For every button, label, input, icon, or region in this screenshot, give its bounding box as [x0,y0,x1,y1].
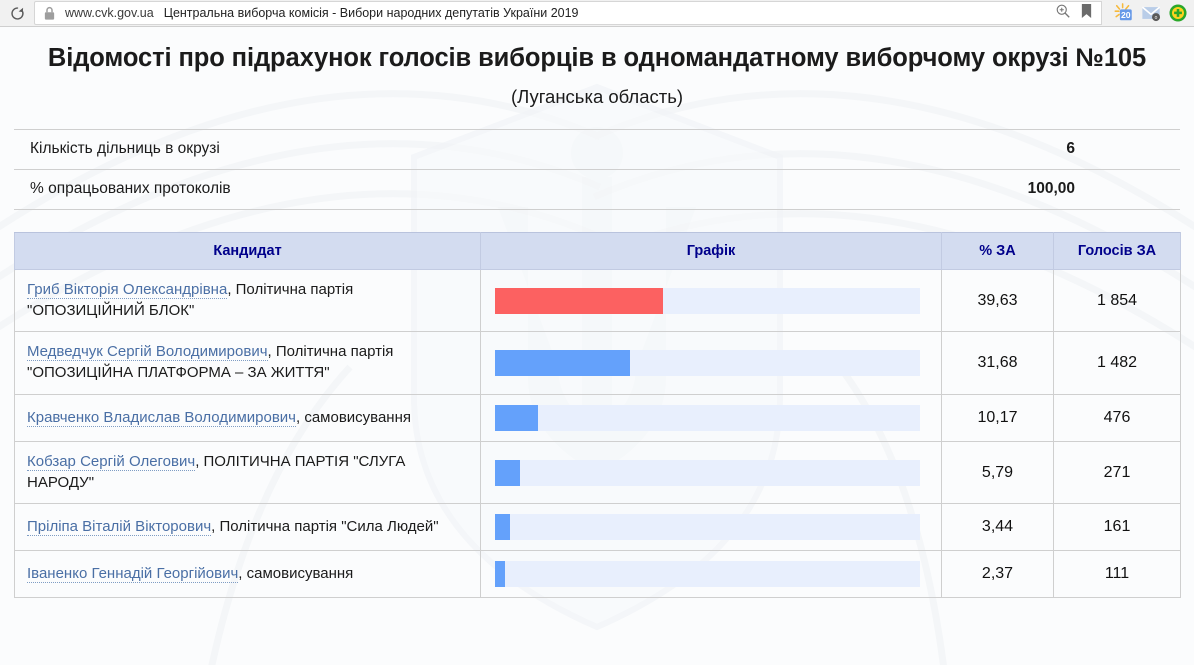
address-bar[interactable]: www.cvk.gov.ua Центральна виборча комісі… [34,1,1102,25]
results-body: Гриб Вікторія Олександрівна , Політична п… [14,269,1181,599]
candidate-cell: Пріліпа Віталій Вікторович, Політична па… [14,503,481,552]
candidate-link[interactable]: Кобзар Сергій Олегович [27,452,196,471]
results-header: Кандидат Графік % ЗА Голосів ЗА [14,232,1181,271]
candidate-link[interactable]: Кравченко Владислав Володимирович [27,408,296,427]
adblock-counter-icon[interactable]: 20 [1114,3,1134,23]
votes-cell: 476 [1053,393,1181,442]
table-row: Пріліпа Віталій Вікторович, Політична па… [14,503,1181,552]
add-green-icon[interactable] [1168,3,1188,23]
bar-track [495,459,920,486]
votes-cell: 161 [1053,503,1181,552]
bar-fill [495,350,630,377]
bookmark-icon[interactable] [1080,3,1093,24]
table-row: Кількість дільниць в окрузі 6 [14,129,1180,170]
votes-cell: 1 854 [1053,269,1181,333]
percent-cell: 39,63 [941,269,1054,333]
table-row: Гриб Вікторія Олександрівна, Політична п… [14,269,1181,333]
bar-track [495,287,920,314]
lock-icon [38,3,60,23]
candidate-link[interactable]: Пріліпа Віталій Вікторович [27,517,212,536]
candidate-party: , самовисування [295,408,411,426]
bar-fill [495,404,539,431]
bar-track [495,404,920,431]
bar-fill [495,287,664,314]
chart-cell [480,331,942,395]
url-text: www.cvk.gov.ua [65,6,154,20]
chart-cell [480,440,942,505]
candidate-party: , самовисування [238,564,354,582]
votes-cell: 271 [1053,440,1181,505]
column-header-percent[interactable]: % ЗА [941,232,1054,271]
summary-label: % опрацьованих протоколів [14,169,759,211]
candidate-link[interactable]: Медведчук Сергій Володимирович [27,343,268,362]
bar-fill [495,561,506,588]
chart-cell [480,393,942,442]
table-row: Медведчук Сергій Володимирович, Політичн… [14,331,1181,395]
zoom-magnifier-icon[interactable] [1055,3,1071,24]
votes-cell: 1 482 [1053,331,1181,395]
column-header-votes[interactable]: Голосів ЗА [1053,232,1181,271]
extensions-area: 20 0 [1102,3,1194,23]
bar-fill [495,459,520,486]
table-header-row: Кандидат Графік % ЗА Голосів ЗА [14,232,1181,271]
chart-cell [480,269,942,333]
svg-text:20: 20 [1121,10,1131,20]
votes-cell: 111 [1053,550,1181,599]
page-content: Відомості про підрахунок голосів виборці… [0,27,1194,665]
summary-value: 6 [759,129,1180,170]
page-subtitle: (Луганська область) [510,86,684,108]
bar-track [495,350,920,377]
page-title-text: Центральна виборча комісія - Вибори наро… [163,6,579,20]
bar-track [495,561,920,588]
mail-icon[interactable]: 0 [1141,3,1161,23]
bar-fill [495,514,510,541]
bar-track [495,514,920,541]
summary-value: 100,00 [759,169,1180,211]
percent-cell: 10,17 [941,393,1054,442]
candidate-party: , Політична партія "Сила Людей" [211,517,439,535]
page-title: Відомості про підрахунок голосів виборці… [47,44,1147,72]
percent-cell: 5,79 [941,440,1054,505]
results-table: Кандидат Графік % ЗА Голосів ЗА Гриб Вік… [14,232,1181,599]
candidate-cell: Кравченко Владислав Володимирович, самов… [14,393,481,442]
summary-table: Кількість дільниць в окрузі 6 % опрацьов… [14,129,1180,211]
browser-toolbar: www.cvk.gov.ua Центральна виборча комісі… [0,0,1194,27]
chart-cell [480,550,942,599]
candidate-cell: Іваненко Геннадій Георгійович, самовисув… [14,550,481,599]
candidate-cell: Медведчук Сергій Володимирович, Політичн… [14,331,481,395]
svg-text:0: 0 [1155,15,1158,21]
chart-cell [480,503,942,552]
reload-icon [10,6,24,20]
column-header-chart[interactable]: Графік [480,232,942,271]
candidate-link[interactable]: Іваненко Геннадій Георгійович [27,564,239,583]
candidate-link[interactable]: Гриб Вікторія Олександрівна [27,281,228,300]
percent-cell: 2,37 [941,550,1054,599]
percent-cell: 31,68 [941,331,1054,395]
candidate-cell: Гриб Вікторія Олександрівна, Політична п… [14,269,481,333]
table-row: Іваненко Геннадій Георгійович, самовисув… [14,550,1181,599]
table-row: % опрацьованих протоколів 100,00 [14,169,1180,211]
column-header-candidate[interactable]: Кандидат [14,232,481,271]
table-row: Кобзар Сергій Олегович, ПОЛІТИЧНА ПАРТІЯ… [14,440,1181,505]
summary-label: Кількість дільниць в окрузі [14,129,759,170]
summary-body: Кількість дільниць в окрузі 6 % опрацьов… [14,129,1180,211]
percent-cell: 3,44 [941,503,1054,552]
table-row: Кравченко Владислав Володимирович, самов… [14,393,1181,442]
candidate-cell: Кобзар Сергій Олегович, ПОЛІТИЧНА ПАРТІЯ… [14,440,481,505]
reload-button[interactable] [0,0,34,26]
